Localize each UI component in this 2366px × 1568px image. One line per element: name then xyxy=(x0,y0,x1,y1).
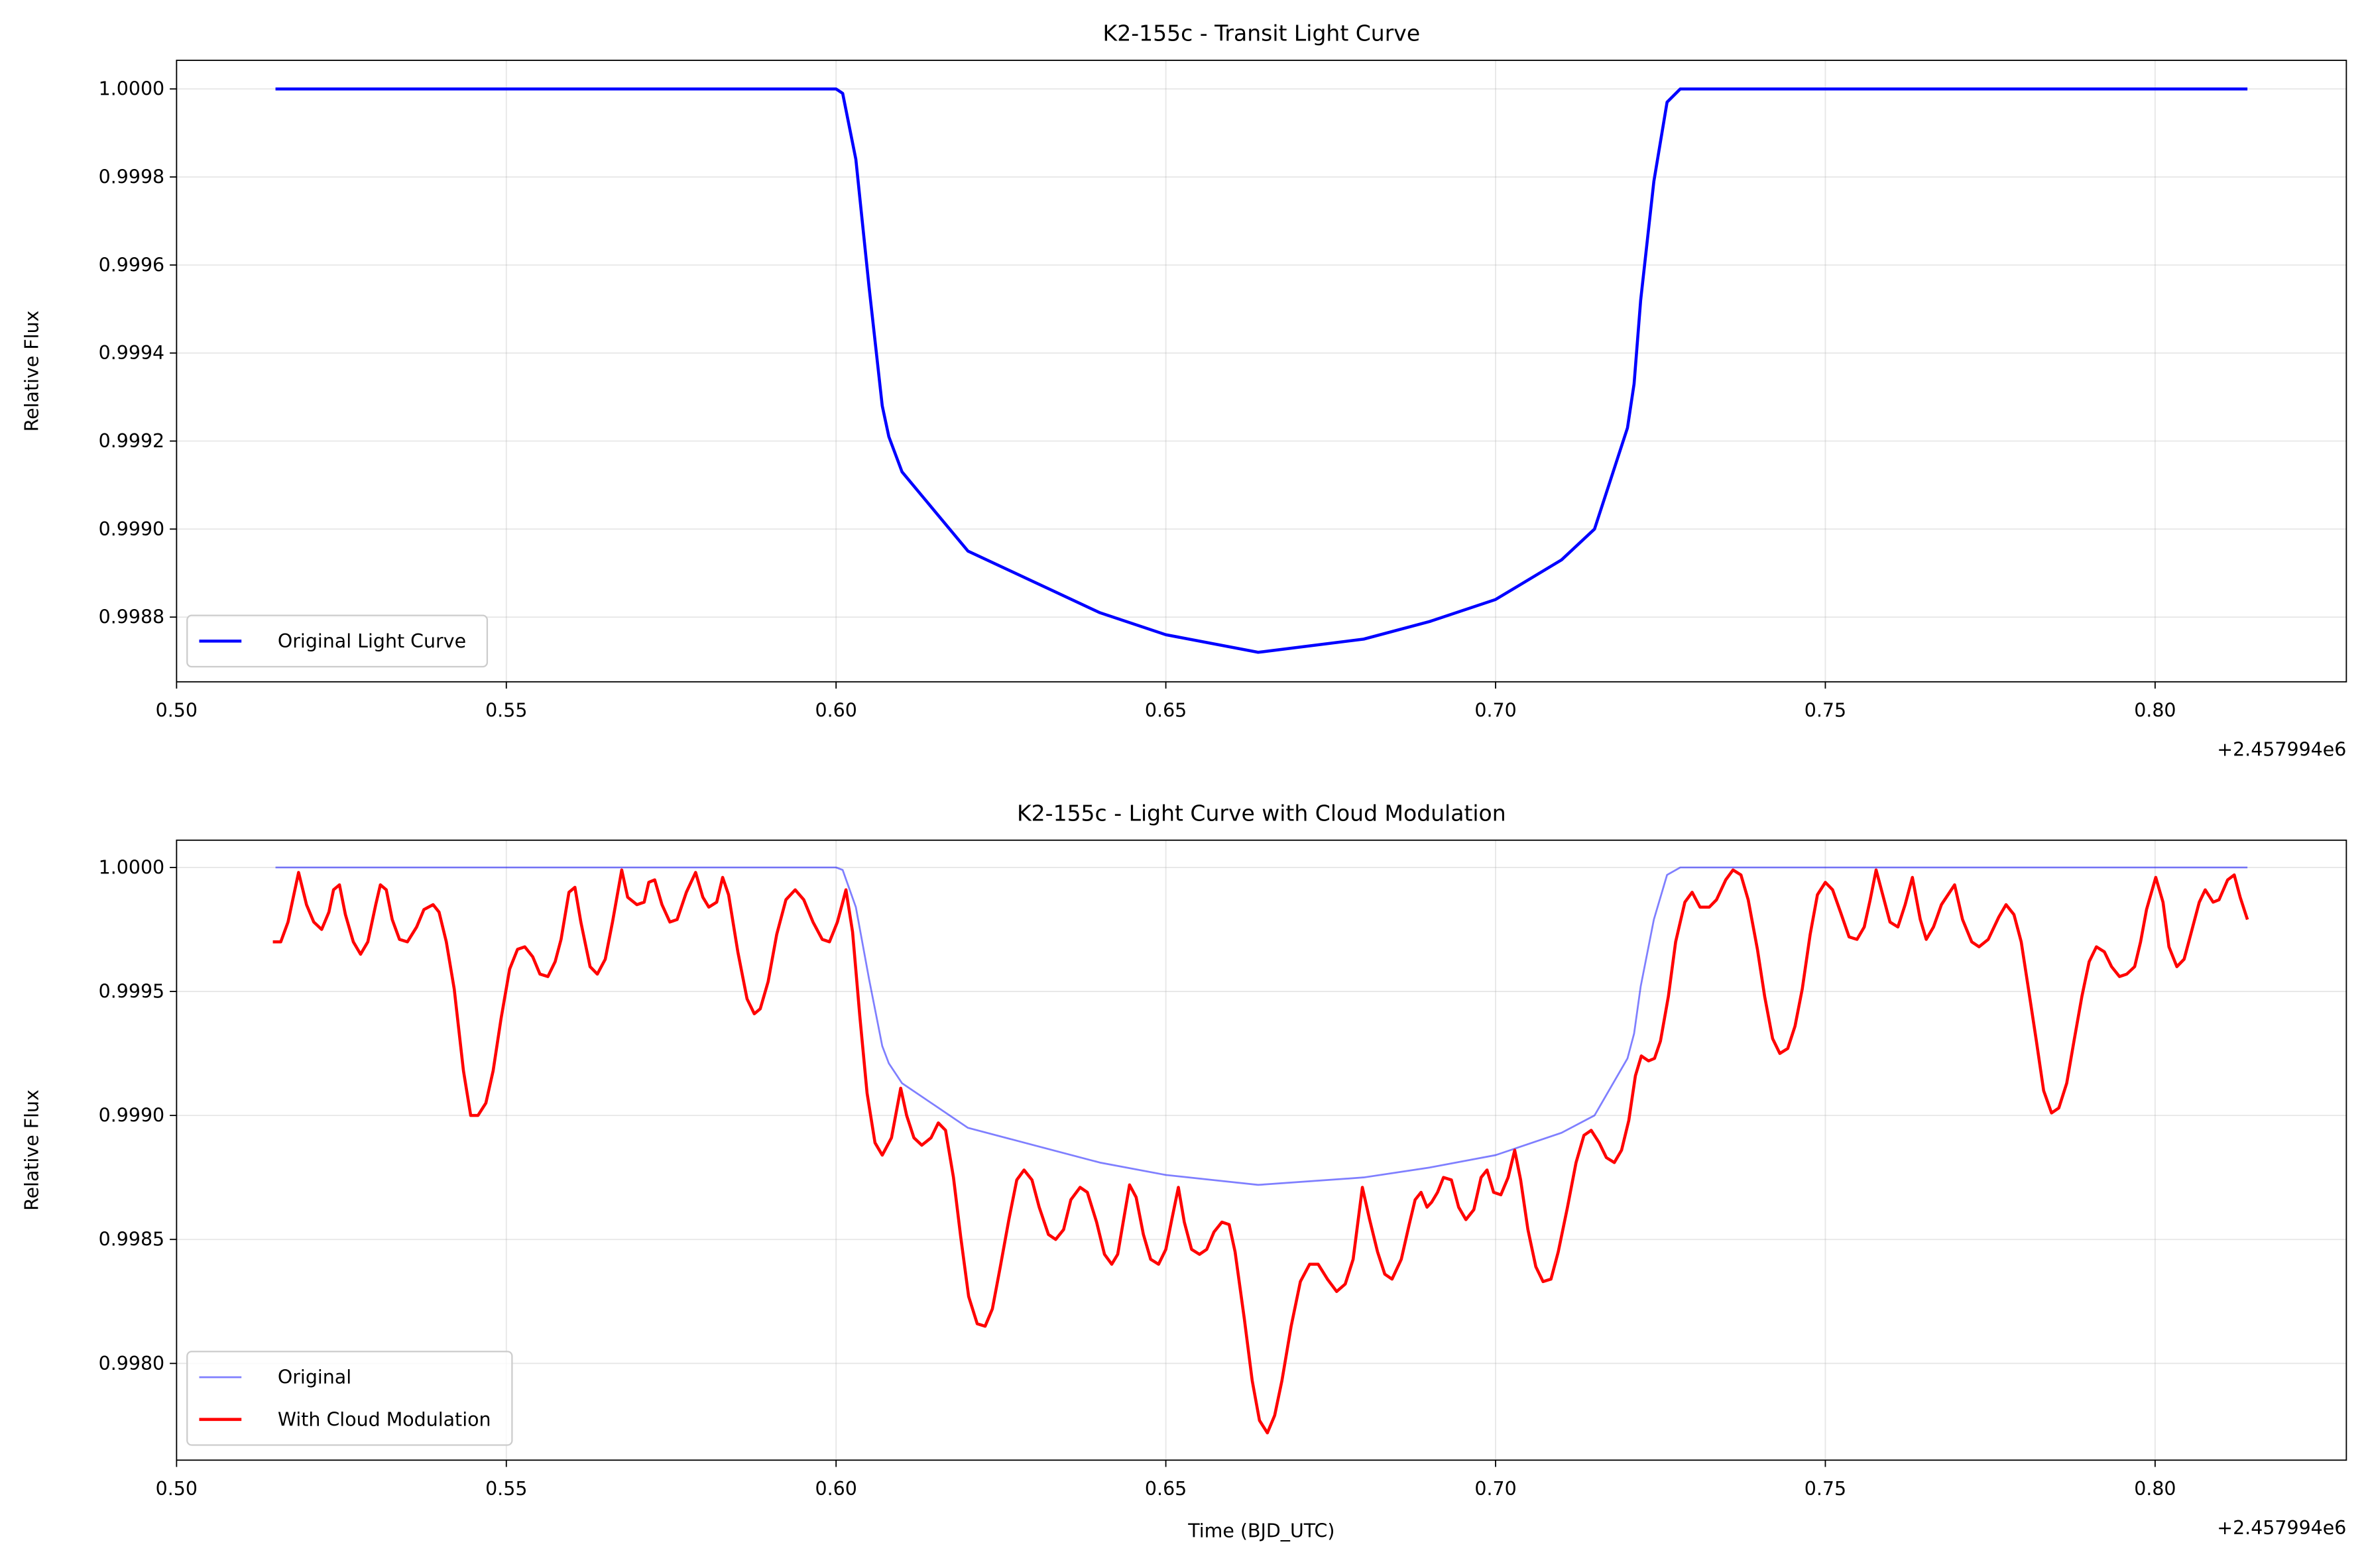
y-tick-label: 0.9980 xyxy=(99,1353,165,1374)
axes: 0.50 0.55 0.60 0.65 0.70 0.75 0.80 0.9988 0.9990… xyxy=(99,60,2347,722)
data-line xyxy=(272,868,2249,1435)
x-tick-label: 0.55 xyxy=(485,700,527,722)
y-tick-label: 0.9988 xyxy=(99,606,165,628)
x-tick-label: 0.65 xyxy=(1145,700,1187,722)
x-tick-label: 0.50 xyxy=(156,700,198,722)
legend-label: With Cloud Modulation xyxy=(278,1408,491,1430)
x-tick-label: 0.65 xyxy=(1145,1478,1187,1500)
x-tick-label: 0.80 xyxy=(2134,1478,2176,1500)
legend-box xyxy=(186,614,489,668)
legend: Original Light Curve xyxy=(186,614,489,668)
x-tick-label: 0.50 xyxy=(156,1478,198,1500)
y-tick-label: 0.9994 xyxy=(99,342,165,364)
x-axis-label: Time (BJD_UTC) xyxy=(1187,1520,1334,1542)
axes-frame xyxy=(176,60,2347,683)
x-tick-label: 0.75 xyxy=(1804,700,1846,722)
x-tick-label: 0.80 xyxy=(2134,700,2176,722)
chart-title: K2-155c - Transit Light Curve xyxy=(1103,21,1421,46)
y-tick-label: 0.9985 xyxy=(99,1229,165,1251)
data-line xyxy=(275,87,2248,654)
axes-frame xyxy=(176,839,2347,1461)
legend-label: Original xyxy=(278,1367,351,1388)
y-tick-label: 1.0000 xyxy=(99,78,165,100)
y-axis-label: Relative Flux xyxy=(21,1090,42,1211)
legend-box xyxy=(186,1351,513,1446)
y-tick-label: 0.9996 xyxy=(99,254,165,276)
y-tick-label: 1.0000 xyxy=(99,856,165,878)
y-tick-label: 0.9998 xyxy=(99,166,165,188)
data-line xyxy=(275,866,2248,1186)
chart-title: K2-155c - Light Curve with Cloud Modulat… xyxy=(1017,800,1506,826)
y-tick-label: 0.9992 xyxy=(99,430,165,452)
x-tick-label: 0.70 xyxy=(1474,1478,1516,1500)
x-tick-label: 0.70 xyxy=(1474,700,1516,722)
legend-label: Original Light Curve xyxy=(278,630,466,652)
x-tick-label: 0.75 xyxy=(1804,1478,1846,1500)
y-tick-label: 0.9995 xyxy=(99,981,165,1003)
x-offset-text: +2.457994e6 xyxy=(2217,1517,2346,1539)
legend: Original With Cloud Modulation xyxy=(186,1351,513,1446)
y-tick-label: 0.9990 xyxy=(99,518,165,540)
x-tick-label: 0.60 xyxy=(815,700,857,722)
x-offset-text: +2.457994e6 xyxy=(2217,739,2346,761)
y-tick-label: 0.9990 xyxy=(99,1105,165,1127)
y-axis-label: Relative Flux xyxy=(21,310,42,431)
x-tick-label: 0.55 xyxy=(485,1478,527,1500)
x-tick-label: 0.60 xyxy=(815,1478,857,1500)
